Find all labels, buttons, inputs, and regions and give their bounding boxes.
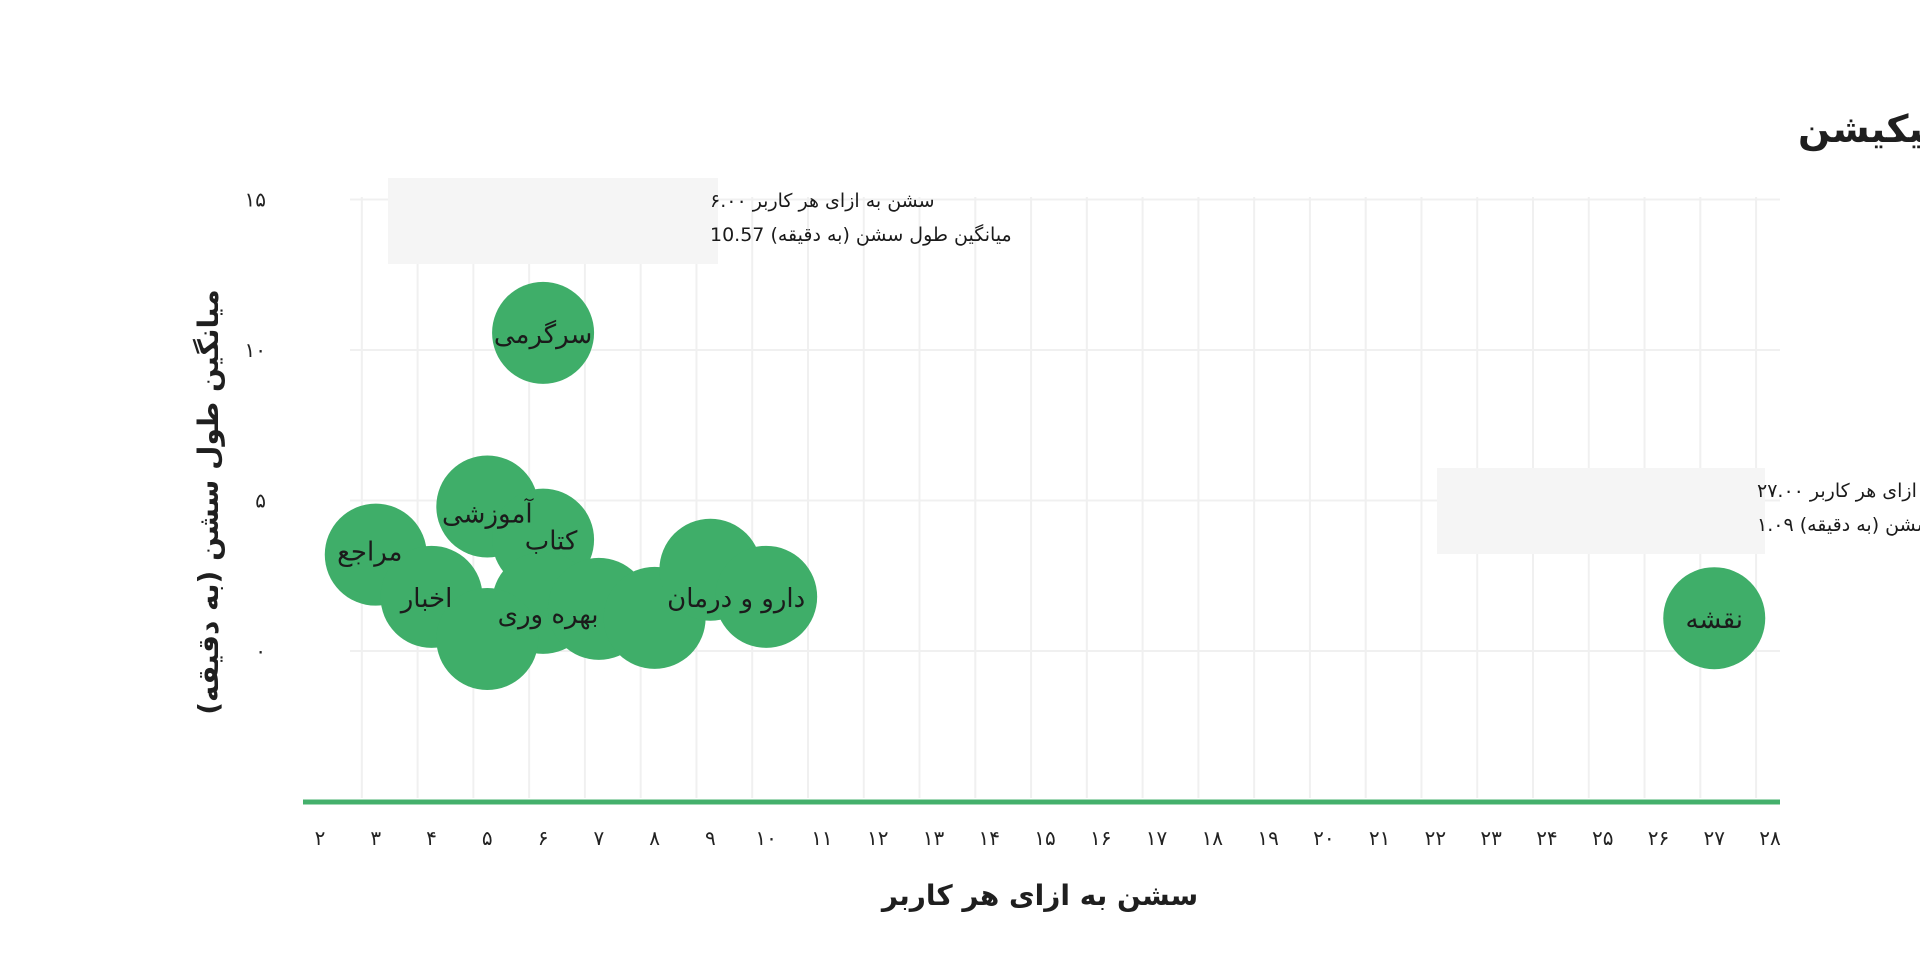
y-tick-label: ۱۰: [245, 338, 266, 362]
bubble[interactable]: [436, 587, 539, 690]
x-tick-label: ۲۲: [1425, 826, 1446, 850]
x-tick-label: ۲۰: [1313, 826, 1334, 850]
tooltip: سشن به ازای هر کاربر ۲۷.۰۰ میانگین طول سش…: [1437, 468, 1920, 554]
bubble-label: بهره وری: [498, 600, 599, 630]
x-tick-label: ۱۴: [978, 826, 999, 850]
x-tick-label: ۱۲: [867, 826, 888, 850]
x-tick-label: ۲۴: [1536, 826, 1557, 850]
x-tick-label: ۴: [426, 826, 437, 850]
y-tick-label: ۰: [255, 639, 266, 663]
x-tick-label: ۲۵: [1592, 826, 1613, 850]
x-tick-label: ۲۱: [1369, 826, 1390, 850]
x-tick-label: ۳: [370, 826, 381, 850]
tooltip: سشن به ازای هر کاربر ۶.۰۰ میانگین طول سشن…: [388, 178, 1012, 264]
x-tick-label: ۱۳: [923, 826, 945, 850]
tooltip-line1: سشن به ازای هر کاربر ۶.۰۰: [710, 190, 935, 212]
x-tick-label: ۸: [649, 826, 660, 850]
bubble-label: نقشه: [1685, 605, 1743, 635]
tooltip-line1: سشن به ازای هر کاربر ۲۷.۰۰: [1757, 480, 1920, 502]
x-tick-label: ۱۱: [811, 826, 832, 850]
x-tick-label: ۲۸: [1759, 826, 1781, 850]
x-tick-label: ۱۸: [1202, 826, 1224, 850]
x-tick-label: ۹: [705, 826, 716, 850]
y-tick-label: ۵: [255, 489, 266, 513]
bubble-label: اخبار: [399, 584, 453, 614]
bubble-label: سرگرمی: [494, 319, 592, 350]
bubble-label: مراجع: [337, 538, 402, 568]
x-tick-label: ۷: [593, 826, 604, 850]
x-tick-label: ۱۰: [755, 826, 776, 850]
x-tick-label: ۲۳: [1480, 826, 1502, 850]
bubble-label: کتاب: [525, 527, 578, 557]
tooltip-background: [388, 178, 718, 264]
tooltip-background: [1437, 468, 1765, 554]
bubble-label: دارو و درمان: [667, 584, 805, 614]
bubble[interactable]: [715, 545, 818, 648]
x-tick-label: ۱۶: [1090, 826, 1111, 850]
y-tick-label: ۱۵: [245, 188, 266, 212]
x-tick-label: ۱۷: [1146, 826, 1168, 850]
x-tick-label: ۱۹: [1257, 826, 1278, 850]
chart-title: میزان تعامل کاربران با اپلیکیشن: [1798, 107, 1920, 151]
bubble[interactable]: [492, 281, 595, 384]
x-tick-label: ۱۵: [1034, 826, 1055, 850]
x-tick-label: ۵: [482, 826, 493, 850]
y-axis-ticks: ۰ ۵ ۱۰ ۱۵: [245, 188, 266, 664]
tooltip-line2: میانگین طول سشن (به دقیقه) ۱.۰۹: [1757, 513, 1920, 536]
bubble[interactable]: [1663, 567, 1766, 670]
y-axis-title: میانگین طول سشن (به دقیقه): [192, 289, 225, 715]
x-axis-title: سشن به ازای هر کاربر: [880, 879, 1198, 912]
tooltips: سشن به ازای هر کاربر ۶.۰۰ میانگین طول سشن…: [388, 178, 1920, 554]
x-tick-label: ۲۶: [1648, 826, 1669, 850]
x-axis-ticks: ۲ ۳ ۴ ۵ ۶ ۷ ۸ ۹ ۱۰ ۱۱ ۱۲ ۱۳ ۱۴ ۱۵ ۱۶ ۱۷ ۱۸ ۱۹ ۲۰ ۲۱ ۲۲ ۲۳ ۲۴ ۲۵…: [315, 826, 1781, 850]
x-tick-label: ۶: [538, 826, 549, 850]
bubble-label: آموزشی: [442, 498, 534, 530]
tooltip-line2: میانگین طول سشن (به دقیقه) 10.57: [710, 223, 1012, 246]
x-tick-label: ۲۷: [1704, 826, 1726, 850]
x-tick-label: ۲: [315, 826, 326, 850]
